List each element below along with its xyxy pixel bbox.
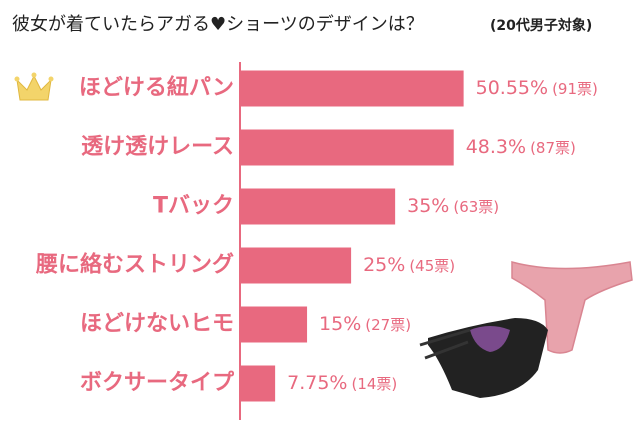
vote-label: (45票) [409,257,455,275]
bar [241,247,352,284]
bar [241,70,464,107]
vote-label: (63票) [453,198,499,216]
vote-label: (27票) [365,316,411,334]
vote-label: (14票) [351,375,397,393]
category-label: 透け透けレース [81,135,234,160]
bar [241,306,308,343]
category-label: ほどける紐パン [79,75,234,101]
value-label: 15% [319,313,361,335]
value-label: 25% [363,254,405,276]
bar [241,188,396,225]
product-illustration [419,261,633,398]
vote-label: (87票) [530,139,576,157]
category-label: ボクサータイプ [80,371,235,396]
category-label: 腰に絡むストリング [35,252,234,278]
bar [241,365,276,402]
bar [241,129,454,166]
chart-subtitle: (20代男子対象) [490,17,592,34]
value-label: 50.55% [476,77,548,99]
category-label: ほどけないヒモ [80,312,234,337]
vote-label: (91票) [552,80,598,98]
value-label: 48.3% [466,136,526,158]
category-label: Tバック [153,194,234,219]
value-label: 35% [407,195,449,217]
crown-icon [14,72,54,101]
chart-title: 彼女が着ていたらアガる♥ショーツのデザインは？ [12,14,424,35]
value-label: 7.75% [287,372,347,394]
